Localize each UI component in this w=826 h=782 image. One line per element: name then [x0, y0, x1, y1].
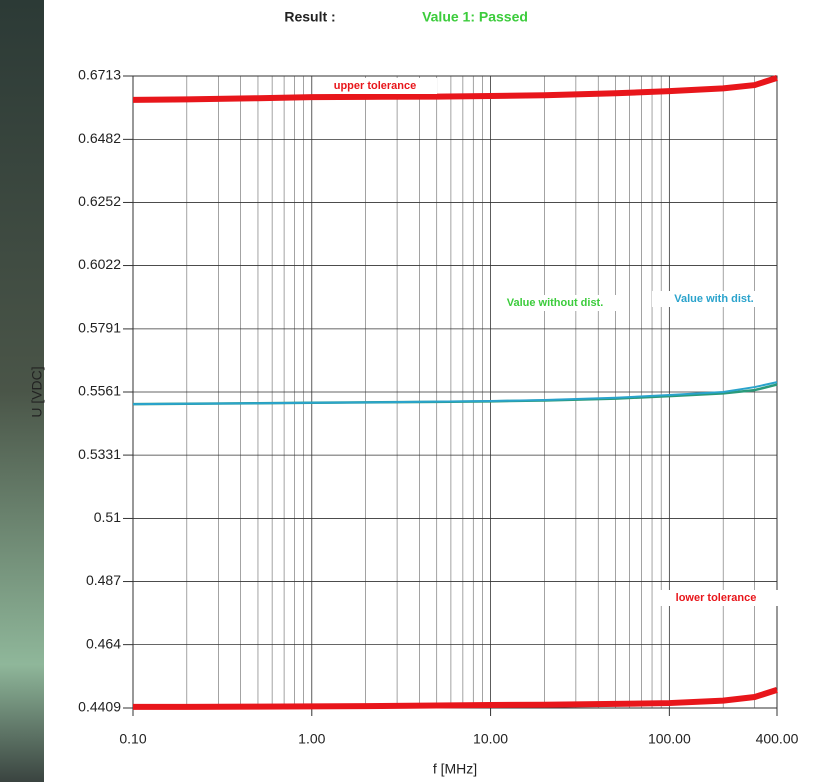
series-line	[132, 75, 778, 103]
y-tick-label: 0.487	[86, 572, 121, 588]
y-tick-label: 0.6022	[78, 256, 121, 272]
annotation: upper tolerance	[334, 80, 417, 92]
x-tick-label: 400.00	[756, 731, 799, 747]
background-photo	[0, 0, 44, 782]
annotation-box	[313, 78, 437, 94]
y-axis-label: U [VDC]	[29, 366, 45, 417]
y-tick-label: 0.4409	[78, 699, 121, 715]
x-tick-label: 0.10	[119, 731, 146, 747]
result-label: Result :	[284, 9, 335, 25]
annotation: Value without dist.	[507, 297, 604, 309]
x-tick-label: 10.00	[473, 731, 508, 747]
annotation: lower tolerance	[676, 592, 757, 604]
y-tick-label: 0.6482	[78, 130, 121, 146]
x-axis-label: f [MHz]	[433, 761, 477, 777]
annotation-box	[654, 590, 778, 606]
y-tick-label: 0.6713	[78, 67, 121, 83]
y-tick-label: 0.6252	[78, 193, 121, 209]
annotation: Value with dist.	[674, 293, 753, 305]
x-tick-label: 1.00	[298, 731, 325, 747]
y-tick-label: 0.5331	[78, 446, 121, 462]
series-line	[132, 381, 778, 406]
annotation-box	[652, 291, 776, 307]
annotation-box	[493, 295, 617, 311]
series-line	[133, 687, 778, 710]
y-tick-label: 0.464	[86, 635, 121, 651]
y-tick-label: 0.5791	[78, 320, 121, 336]
result-value: Value 1: Passed	[422, 9, 528, 25]
y-tick-label: 0.51	[94, 509, 121, 525]
y-tick-label: 0.5561	[78, 383, 121, 399]
x-tick-label: 100.00	[648, 731, 691, 747]
